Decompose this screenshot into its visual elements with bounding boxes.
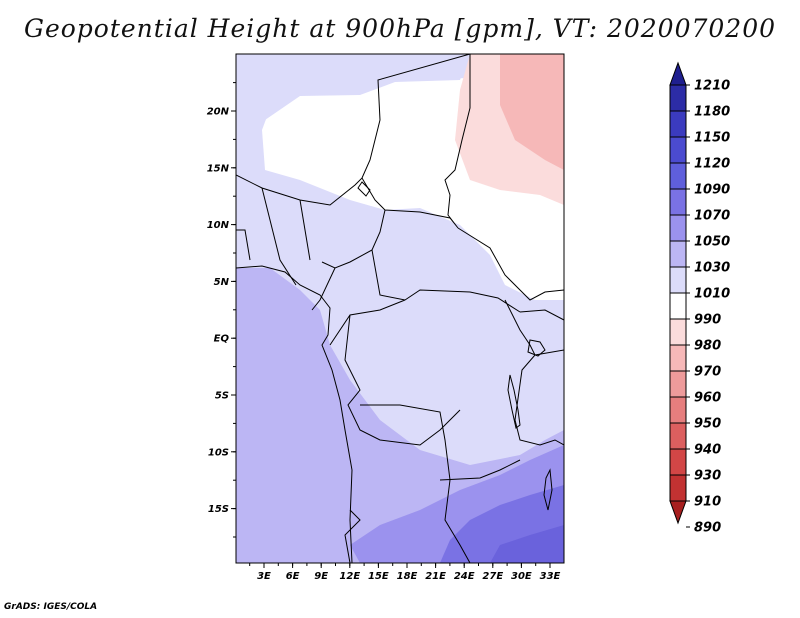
colorbar-label: 930 bbox=[694, 469, 721, 484]
colorbar-label: 890 bbox=[694, 521, 721, 536]
colorbar-top-arrow bbox=[669, 61, 687, 86]
colorbar-segment bbox=[669, 370, 687, 398]
colorbar-segment bbox=[669, 396, 687, 424]
colorbar-label: 970 bbox=[694, 365, 721, 380]
lon-label: 12E bbox=[339, 571, 360, 582]
colorbar-label: 1050 bbox=[694, 235, 730, 250]
lon-label: 33E bbox=[540, 571, 561, 582]
colorbar-segment bbox=[669, 266, 687, 294]
lon-label: 9E bbox=[314, 571, 328, 582]
lat-label: 10S bbox=[208, 447, 229, 458]
lat-label: 15S bbox=[208, 504, 229, 515]
chart-title: Geopotential Height at 900hPa [gpm], VT:… bbox=[23, 14, 777, 43]
field-1090-1120 bbox=[490, 525, 564, 563]
colorbar-segment bbox=[669, 162, 687, 190]
colorbar-label: 910 bbox=[694, 495, 721, 510]
coastline bbox=[236, 265, 353, 563]
lon-label: 3E bbox=[257, 571, 271, 582]
lon-label: 15E bbox=[368, 571, 389, 582]
colorbar: 1210 1180 1150 1120 1090 1070 1050 1030 1010 990 9… bbox=[669, 61, 730, 536]
colorbar-bottom-arrow bbox=[669, 500, 687, 525]
colorbar-label: 1120 bbox=[694, 157, 730, 172]
lake-malawi bbox=[543, 468, 553, 511]
colorbar-segment bbox=[669, 240, 687, 268]
colorbar-segment bbox=[669, 214, 687, 242]
colorbar-segment bbox=[669, 188, 687, 216]
colorbar-label: 990 bbox=[694, 313, 721, 328]
colorbar-segment bbox=[669, 474, 687, 502]
colorbar-segment bbox=[669, 292, 687, 320]
colorbar-label: 1180 bbox=[694, 105, 730, 120]
colorbar-segment bbox=[669, 422, 687, 450]
colorbar-segment bbox=[669, 344, 687, 372]
lat-label: 20N bbox=[207, 107, 230, 118]
colorbar-label: 1070 bbox=[694, 209, 730, 224]
colorbar-label: 1150 bbox=[694, 131, 730, 146]
lake-chad bbox=[357, 181, 371, 197]
lat-label: 5S bbox=[215, 391, 229, 402]
map-frame bbox=[235, 53, 565, 564]
colorbar-segment bbox=[669, 110, 687, 138]
lon-label: 21E bbox=[425, 571, 446, 582]
lon-label: 6E bbox=[286, 571, 300, 582]
colorbar-label: 1210 bbox=[694, 79, 730, 94]
lat-label: 15N bbox=[207, 163, 230, 174]
field-970-980 bbox=[500, 54, 564, 170]
colorbar-segment bbox=[669, 448, 687, 476]
country-borders bbox=[236, 54, 564, 563]
lake-victoria bbox=[527, 339, 546, 357]
lon-label: 30E bbox=[511, 571, 532, 582]
field-1010-1030-north bbox=[236, 54, 470, 140]
colorbar-label: 1090 bbox=[694, 183, 730, 198]
lat-label: 5N bbox=[214, 277, 230, 288]
colorbar-label: 940 bbox=[694, 443, 721, 458]
lon-label: 18E bbox=[397, 571, 418, 582]
lon-label: 27E bbox=[482, 571, 503, 582]
colorbar-label: 1030 bbox=[694, 261, 730, 276]
colorbar-segment bbox=[669, 84, 687, 112]
lake-tanganyika bbox=[507, 374, 521, 429]
colorbar-label: 960 bbox=[694, 391, 721, 406]
colorbar-label: 980 bbox=[694, 339, 721, 354]
latitude-axis: 20N 15N 10N 5N EQ 5S 10S 15S bbox=[207, 82, 236, 538]
colorbar-segment bbox=[669, 318, 687, 346]
colorbar-segment bbox=[669, 136, 687, 164]
credit-text: GrADS: IGES/COLA bbox=[4, 602, 98, 612]
lon-label: 24E bbox=[454, 571, 475, 582]
lat-label: EQ bbox=[214, 334, 230, 345]
colorbar-label: 1010 bbox=[694, 287, 730, 302]
lat-label: 10N bbox=[207, 220, 230, 231]
longitude-axis: 3E 6E 9E 12E 15E 18E 21E 24E 27E 30E 33E bbox=[249, 563, 561, 582]
border-lines bbox=[236, 54, 564, 563]
colorbar-label: 950 bbox=[694, 417, 721, 432]
